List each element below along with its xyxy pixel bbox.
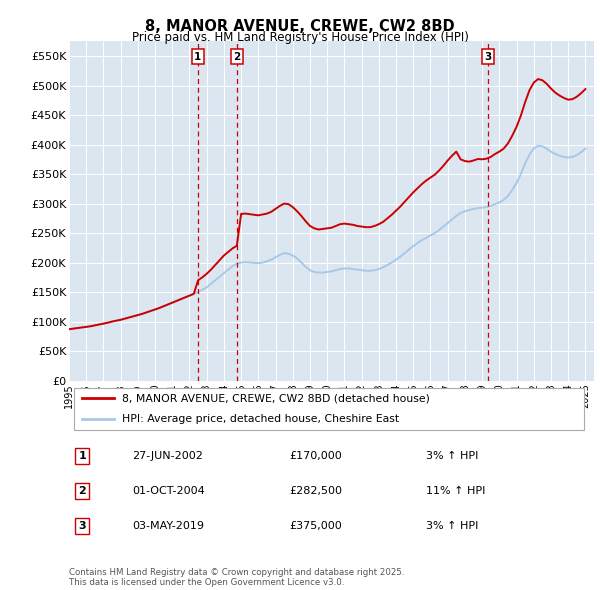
Text: 3% ↑ HPI: 3% ↑ HPI	[426, 521, 478, 531]
Text: 11% ↑ HPI: 11% ↑ HPI	[426, 486, 485, 496]
Text: 2: 2	[78, 486, 86, 496]
Text: £282,500: £282,500	[290, 486, 343, 496]
Text: 1: 1	[194, 51, 202, 61]
Text: 01-OCT-2004: 01-OCT-2004	[132, 486, 205, 496]
Text: 2: 2	[233, 51, 241, 61]
Text: 3: 3	[79, 521, 86, 531]
Text: Contains HM Land Registry data © Crown copyright and database right 2025.
This d: Contains HM Land Registry data © Crown c…	[69, 568, 404, 587]
Text: HPI: Average price, detached house, Cheshire East: HPI: Average price, detached house, Ches…	[121, 414, 398, 424]
Text: 3% ↑ HPI: 3% ↑ HPI	[426, 451, 478, 461]
Text: 27-JUN-2002: 27-JUN-2002	[132, 451, 203, 461]
Text: £170,000: £170,000	[290, 451, 342, 461]
Text: Price paid vs. HM Land Registry's House Price Index (HPI): Price paid vs. HM Land Registry's House …	[131, 31, 469, 44]
FancyBboxPatch shape	[74, 388, 583, 430]
Text: 8, MANOR AVENUE, CREWE, CW2 8BD: 8, MANOR AVENUE, CREWE, CW2 8BD	[145, 19, 455, 34]
Text: 8, MANOR AVENUE, CREWE, CW2 8BD (detached house): 8, MANOR AVENUE, CREWE, CW2 8BD (detache…	[121, 394, 430, 404]
Text: 3: 3	[484, 51, 491, 61]
Text: 1: 1	[78, 451, 86, 461]
Text: £375,000: £375,000	[290, 521, 342, 531]
Text: 03-MAY-2019: 03-MAY-2019	[132, 521, 204, 531]
